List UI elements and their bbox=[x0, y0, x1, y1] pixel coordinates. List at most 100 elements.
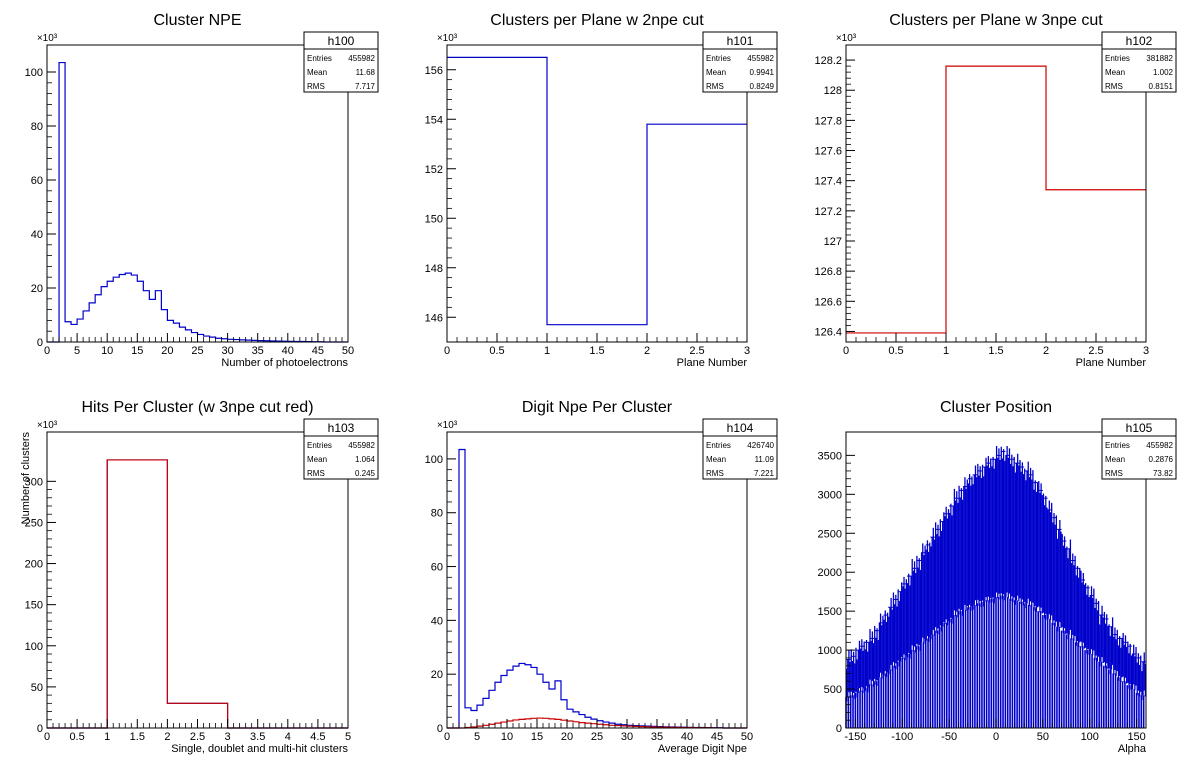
y-tick-label: 20 bbox=[31, 283, 43, 295]
stats-value: 426740 bbox=[747, 441, 774, 450]
y-tick-label: 100 bbox=[25, 641, 43, 653]
y-tick-label: 1000 bbox=[818, 645, 842, 657]
histogram-h104: Digit Npe Per Cluster ×10³ 0 5 10 15 20 25 30 35 4… bbox=[425, 399, 778, 755]
stats-value: 11.68 bbox=[356, 68, 376, 77]
y-tick-label: 156 bbox=[425, 65, 443, 77]
x-tick-label: 50 bbox=[741, 731, 753, 743]
chart-title: Hits Per Cluster (w 3npe cut red) bbox=[81, 399, 313, 416]
y-tick-label: 40 bbox=[31, 229, 43, 241]
y-tick-label: 150 bbox=[25, 600, 43, 612]
x-tick-label: 20 bbox=[161, 345, 173, 357]
histogram-h105: Cluster Position-150 -100 -50 0 50 100 1500500… bbox=[818, 399, 1177, 755]
y-tick-label: 128.2 bbox=[814, 55, 842, 67]
chart-title: Clusters per Plane w 2npe cut bbox=[490, 12, 704, 29]
y-tick-label: 100 bbox=[25, 67, 43, 79]
x-tick-label: 10 bbox=[501, 731, 513, 743]
stats-box-title: h100 bbox=[328, 34, 355, 48]
stats-value: 455982 bbox=[747, 54, 774, 63]
x-tick-label: 1.5 bbox=[988, 345, 1003, 357]
stats-label: Entries bbox=[1105, 54, 1130, 63]
y-tick-label: 150 bbox=[425, 213, 443, 225]
y-tick-label: 3500 bbox=[818, 450, 842, 462]
x-tick-label: 4 bbox=[285, 731, 291, 743]
y-tick-label: 60 bbox=[431, 562, 443, 574]
x-tick-label: 15 bbox=[131, 345, 143, 357]
x-tick-label: 3 bbox=[744, 345, 750, 357]
y-tick-label: 60 bbox=[31, 175, 43, 187]
x-tick-label: 1 bbox=[943, 345, 949, 357]
plot-frame bbox=[46, 44, 349, 343]
stats-value: 0.245 bbox=[355, 469, 376, 478]
y-tick-label: 500 bbox=[824, 684, 842, 696]
x-tick-label: 5 bbox=[74, 345, 80, 357]
plot-frame bbox=[46, 431, 349, 729]
y-multiplier: ×10³ bbox=[437, 420, 458, 431]
y-tick-label: 148 bbox=[425, 263, 443, 275]
x-tick-label: 0 bbox=[444, 731, 450, 743]
x-tick-label: 3.5 bbox=[250, 731, 265, 743]
y-tick-label: 152 bbox=[425, 164, 443, 176]
x-tick-label: 0 bbox=[44, 731, 50, 743]
series-line bbox=[47, 459, 348, 729]
x-axis-label: Single, doublet and multi-hit clusters bbox=[171, 743, 348, 755]
y-tick-label: 2000 bbox=[818, 567, 842, 579]
x-tick-label: 10 bbox=[101, 345, 113, 357]
x-tick-label: 100 bbox=[1081, 731, 1099, 743]
y-tick-label: 0 bbox=[836, 723, 842, 735]
stats-value: 7.717 bbox=[355, 82, 376, 91]
histogram-h102: Clusters per Plane w 3npe cut ×10³ 0 0.5 1 1.… bbox=[814, 12, 1177, 369]
stats-box: h102 Entries 381882 Mean 1.002 RMS 0.8151 bbox=[1101, 31, 1177, 93]
stats-box-frame bbox=[303, 418, 379, 480]
stats-label: Mean bbox=[307, 68, 327, 77]
x-tick-label: 50 bbox=[1037, 731, 1049, 743]
x-tick-label: -50 bbox=[941, 731, 957, 743]
x-tick-label: 30 bbox=[621, 731, 633, 743]
stats-label: RMS bbox=[706, 469, 724, 478]
series-0 bbox=[846, 65, 1146, 334]
stats-value: 455982 bbox=[348, 54, 375, 63]
plot-frame bbox=[845, 44, 1147, 343]
stats-value: 73.82 bbox=[1153, 469, 1174, 478]
y-tick-label: 40 bbox=[431, 615, 443, 627]
stats-label: Mean bbox=[706, 68, 726, 77]
x-tick-label: 0 bbox=[993, 731, 999, 743]
series-0 bbox=[845, 446, 1147, 728]
y-tick-label: 80 bbox=[31, 121, 43, 133]
x-tick-label: 4.5 bbox=[310, 731, 325, 743]
series-line bbox=[47, 459, 348, 729]
x-tick-label: 15 bbox=[531, 731, 543, 743]
stats-value: 11.09 bbox=[755, 455, 775, 464]
x-axis-label: Average Digit Npe bbox=[658, 743, 747, 755]
series-line bbox=[47, 61, 348, 343]
series-line bbox=[447, 56, 747, 326]
stats-box: h103 Entries 455982 Mean 1.064 RMS 0.245 bbox=[303, 418, 379, 480]
y-tick-label: 20 bbox=[431, 669, 443, 681]
y-axis-label: Number of clusters bbox=[20, 432, 32, 525]
x-tick-label: 45 bbox=[711, 731, 723, 743]
x-tick-label: 0 bbox=[444, 345, 450, 357]
y-tick-label: 126.6 bbox=[814, 296, 842, 308]
x-tick-label: 0 bbox=[843, 345, 849, 357]
stats-label: RMS bbox=[1105, 82, 1123, 91]
stats-label: Mean bbox=[706, 455, 726, 464]
stats-label: Entries bbox=[706, 54, 731, 63]
y-tick-label: 127 bbox=[824, 236, 842, 248]
stats-label: Entries bbox=[307, 54, 332, 63]
stats-box-frame bbox=[303, 31, 379, 93]
stats-label: RMS bbox=[1105, 469, 1123, 478]
x-tick-label: 5 bbox=[474, 731, 480, 743]
x-tick-label: -100 bbox=[891, 731, 913, 743]
histogram-h101: Clusters per Plane w 2npe cut ×10³ 0 0.5 1 1.… bbox=[425, 12, 778, 369]
stats-label: Entries bbox=[307, 441, 332, 450]
y-tick-label: 2500 bbox=[818, 528, 842, 540]
x-tick-label: 2.5 bbox=[689, 345, 704, 357]
x-tick-label: 0 bbox=[44, 345, 50, 357]
y-tick-label: 154 bbox=[425, 114, 443, 126]
stats-label: Mean bbox=[1105, 455, 1125, 464]
chart-title: Cluster Position bbox=[940, 399, 1052, 416]
stats-box-frame bbox=[1101, 31, 1177, 93]
y-tick-label: 126.8 bbox=[814, 266, 842, 278]
stats-label: RMS bbox=[706, 82, 724, 91]
x-tick-label: 35 bbox=[651, 731, 663, 743]
